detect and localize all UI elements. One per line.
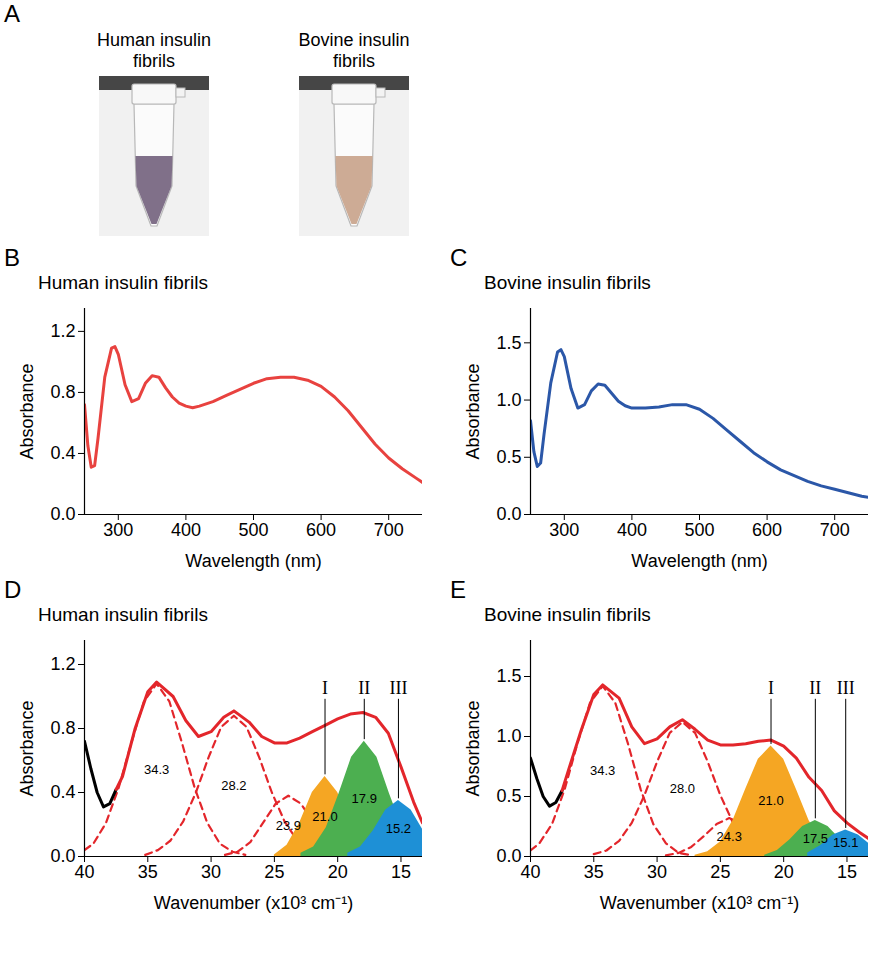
html-text:Bovine insulin fibrils: Bovine insulin fibrils bbox=[484, 604, 651, 625]
svg-text:Absorbance: Absorbance bbox=[463, 363, 483, 459]
svg-text:15.2: 15.2 bbox=[386, 821, 411, 836]
svg-text:25: 25 bbox=[264, 862, 284, 882]
svg-text:17.9: 17.9 bbox=[352, 791, 377, 806]
svg-text:15.1: 15.1 bbox=[833, 835, 858, 850]
svg-text:17.5: 17.5 bbox=[803, 831, 828, 846]
html-text:Human insulin fibrils: Human insulin fibrils bbox=[38, 272, 208, 293]
svg-text:0.8: 0.8 bbox=[50, 382, 75, 402]
svg-text:Absorbance: Absorbance bbox=[17, 700, 37, 796]
svg-text:I: I bbox=[322, 678, 328, 698]
svg-text:500: 500 bbox=[238, 520, 268, 540]
svg-text:III: III bbox=[837, 678, 855, 698]
svg-text:20: 20 bbox=[774, 862, 794, 882]
svg-text:35: 35 bbox=[584, 862, 604, 882]
svg-text:600: 600 bbox=[752, 520, 782, 540]
svg-text:0.4: 0.4 bbox=[50, 782, 75, 802]
svg-text:34.3: 34.3 bbox=[590, 763, 615, 778]
svg-text:400: 400 bbox=[171, 520, 201, 540]
svg-text:II: II bbox=[358, 678, 370, 698]
svg-text:0.0: 0.0 bbox=[50, 504, 75, 524]
svg-text:II: II bbox=[809, 678, 821, 698]
svg-text:Absorbance: Absorbance bbox=[463, 700, 483, 796]
svg-text:28.2: 28.2 bbox=[221, 778, 246, 793]
svg-text:1.5: 1.5 bbox=[496, 666, 521, 686]
html-text:Human insulin fibrils: Human insulin fibrils bbox=[38, 604, 208, 625]
svg-text:1.0: 1.0 bbox=[496, 726, 521, 746]
svg-text:21.0: 21.0 bbox=[758, 793, 783, 808]
svg-text:15: 15 bbox=[837, 862, 857, 882]
svg-text:1.0: 1.0 bbox=[496, 390, 521, 410]
html-text:D: D bbox=[4, 576, 22, 603]
svg-text:0.0: 0.0 bbox=[50, 846, 75, 866]
svg-text:23.9: 23.9 bbox=[276, 818, 301, 833]
svg-text:700: 700 bbox=[374, 520, 404, 540]
svg-text:300: 300 bbox=[103, 520, 133, 540]
svg-text:1.2: 1.2 bbox=[50, 321, 75, 341]
svg-text:Wavenumber (x10³ cm⁻¹): Wavenumber (x10³ cm⁻¹) bbox=[600, 893, 799, 913]
svg-text:0.5: 0.5 bbox=[496, 447, 521, 467]
svg-text:30: 30 bbox=[201, 862, 221, 882]
svg-text:21.0: 21.0 bbox=[312, 809, 337, 824]
html-text:E: E bbox=[450, 576, 466, 603]
svg-text:34.3: 34.3 bbox=[144, 762, 169, 777]
svg-text:35: 35 bbox=[138, 862, 158, 882]
html-text:Bovine insulin fibrils: Bovine insulin fibrils bbox=[484, 272, 651, 293]
svg-text:300: 300 bbox=[549, 520, 579, 540]
svg-text:0.0: 0.0 bbox=[496, 846, 521, 866]
svg-text:24.3: 24.3 bbox=[717, 829, 742, 844]
svg-text:40: 40 bbox=[520, 862, 540, 882]
svg-text:15: 15 bbox=[391, 862, 411, 882]
svg-text:Wavelength (nm): Wavelength (nm) bbox=[631, 551, 767, 571]
svg-text:0.8: 0.8 bbox=[50, 718, 75, 738]
svg-text:Wavelength (nm): Wavelength (nm) bbox=[185, 551, 321, 571]
svg-text:500: 500 bbox=[684, 520, 714, 540]
svg-text:28.0: 28.0 bbox=[670, 781, 695, 796]
svg-text:Wavenumber (x10³ cm⁻¹): Wavenumber (x10³ cm⁻¹) bbox=[154, 893, 353, 913]
svg-text:25: 25 bbox=[710, 862, 730, 882]
svg-text:0.0: 0.0 bbox=[496, 504, 521, 524]
svg-text:I: I bbox=[768, 678, 774, 698]
svg-text:0.4: 0.4 bbox=[50, 443, 75, 463]
html-text:Human insulin fibrils: Human insulin fibrils bbox=[97, 30, 211, 71]
svg-text:1.2: 1.2 bbox=[50, 654, 75, 674]
svg-text:III: III bbox=[389, 678, 407, 698]
svg-text:400: 400 bbox=[617, 520, 647, 540]
svg-text:Absorbance: Absorbance bbox=[17, 363, 37, 459]
svg-text:30: 30 bbox=[647, 862, 667, 882]
html-text:Bovine insulin fibrils: Bovine insulin fibrils bbox=[298, 30, 410, 71]
svg-text:600: 600 bbox=[306, 520, 336, 540]
svg-text:20: 20 bbox=[328, 862, 348, 882]
svg-text:1.5: 1.5 bbox=[496, 333, 521, 353]
svg-text:700: 700 bbox=[820, 520, 850, 540]
svg-text:40: 40 bbox=[74, 862, 94, 882]
html-text:B: B bbox=[4, 244, 20, 271]
html-text:C: C bbox=[450, 244, 468, 271]
html-text:A: A bbox=[4, 0, 20, 27]
svg-text:0.5: 0.5 bbox=[496, 786, 521, 806]
